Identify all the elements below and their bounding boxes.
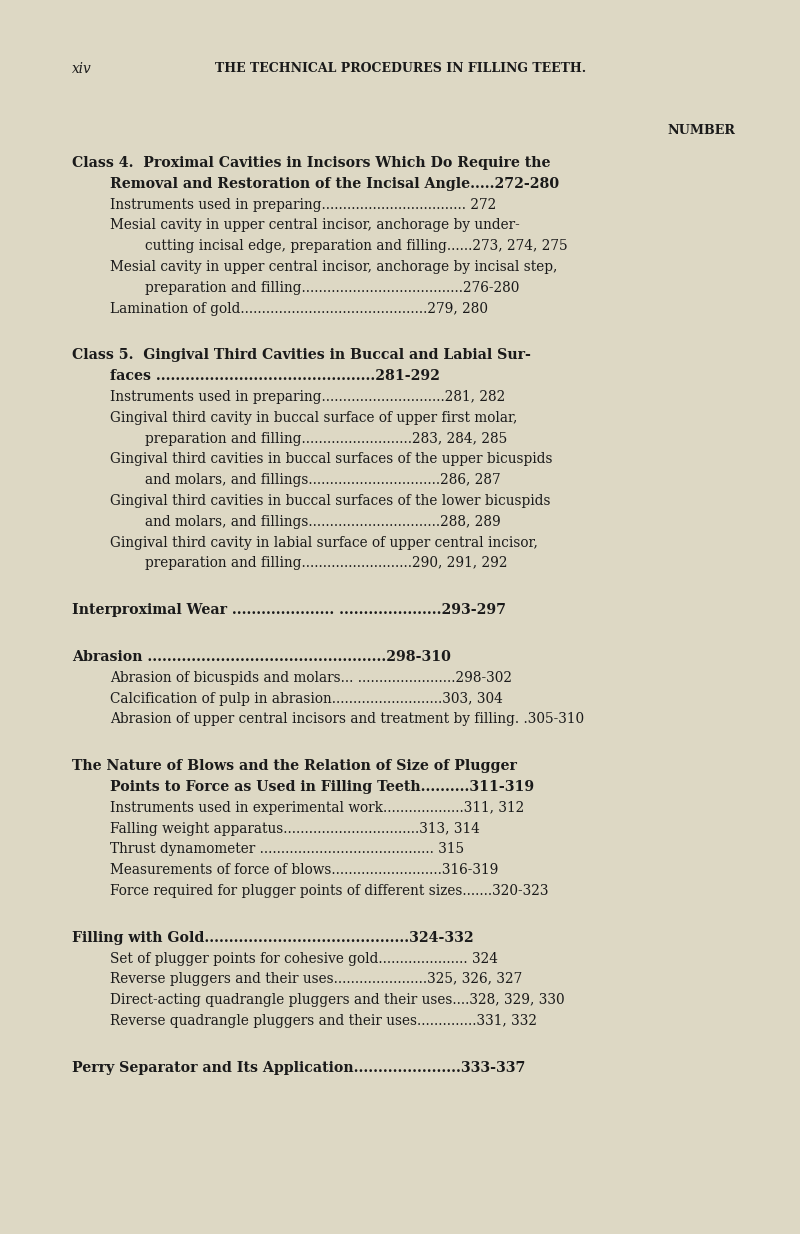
Text: Calcification of pulp in abrasion..........................303, 304: Calcification of pulp in abrasion.......… [110,691,503,706]
Text: Points to Force as Used in Filling Teeth..........311-319: Points to Force as Used in Filling Teeth… [110,780,534,793]
Text: Abrasion .................................................298-310: Abrasion ...............................… [72,650,451,664]
Text: preparation and filling..........................283, 284, 285: preparation and filling.................… [145,432,507,445]
Text: Class 4.  Proximal Cavities in Incisors Which Do Require the: Class 4. Proximal Cavities in Incisors W… [72,155,550,170]
Text: xiv: xiv [72,62,92,77]
Text: Gingival third cavities in buccal surfaces of the lower bicuspids: Gingival third cavities in buccal surfac… [110,494,550,508]
Text: Mesial cavity in upper central incisor, anchorage by incisal step,: Mesial cavity in upper central incisor, … [110,260,558,274]
Text: Lamination of gold............................................279, 280: Lamination of gold......................… [110,301,488,316]
Text: Abrasion of bicuspids and molars... .......................298-302: Abrasion of bicuspids and molars... ....… [110,671,512,685]
Text: Abrasion of upper central incisors and treatment by filling. .305-310: Abrasion of upper central incisors and t… [110,712,584,727]
Text: Instruments used in preparing.............................281, 282: Instruments used in preparing...........… [110,390,506,404]
Text: Direct-acting quadrangle pluggers and their uses....328, 329, 330: Direct-acting quadrangle pluggers and th… [110,993,565,1007]
Text: Gingival third cavity in buccal surface of upper first molar,: Gingival third cavity in buccal surface … [110,411,518,424]
Text: THE TECHNICAL PROCEDURES IN FILLING TEETH.: THE TECHNICAL PROCEDURES IN FILLING TEET… [215,62,586,75]
Text: Falling weight apparatus................................313, 314: Falling weight apparatus................… [110,822,480,835]
Text: Reverse quadrangle pluggers and their uses..............331, 332: Reverse quadrangle pluggers and their us… [110,1014,537,1028]
Text: Force required for plugger points of different sizes.......320-323: Force required for plugger points of dif… [110,884,549,898]
Text: preparation and filling......................................276-280: preparation and filling.................… [145,281,519,295]
Text: Instruments used in experimental work...................311, 312: Instruments used in experimental work...… [110,801,524,814]
Text: Measurements of force of blows..........................316-319: Measurements of force of blows..........… [110,864,498,877]
Text: Mesial cavity in upper central incisor, anchorage by under-: Mesial cavity in upper central incisor, … [110,218,520,232]
Text: Class 5.  Gingival Third Cavities in Buccal and Labial Sur-: Class 5. Gingival Third Cavities in Bucc… [72,348,531,363]
Text: faces .............................................281-292: faces ..................................… [110,369,440,384]
Text: Instruments used in preparing.................................. 272: Instruments used in preparing...........… [110,197,496,211]
Text: and molars, and fillings...............................288, 289: and molars, and fillings................… [145,515,501,529]
Text: Perry Separator and Its Application......................333-337: Perry Separator and Its Application.....… [72,1061,526,1075]
Text: Interproximal Wear ..................... .....................293-297: Interproximal Wear .....................… [72,603,506,617]
Text: Filling with Gold..........................................324-332: Filling with Gold.......................… [72,930,474,945]
Text: and molars, and fillings...............................286, 287: and molars, and fillings................… [145,473,501,487]
Text: Removal and Restoration of the Incisal Angle.....272-280: Removal and Restoration of the Incisal A… [110,176,559,191]
Text: preparation and filling..........................290, 291, 292: preparation and filling.................… [145,557,507,570]
Text: Set of plugger points for cohesive gold..................... 324: Set of plugger points for cohesive gold.… [110,951,498,965]
Text: The Nature of Blows and the Relation of Size of Plugger: The Nature of Blows and the Relation of … [72,759,517,774]
Text: Reverse pluggers and their uses......................325, 326, 327: Reverse pluggers and their uses.........… [110,972,522,986]
Text: Gingival third cavities in buccal surfaces of the upper bicuspids: Gingival third cavities in buccal surfac… [110,453,553,466]
Text: Thrust dynamometer ......................................... 315: Thrust dynamometer .....................… [110,843,464,856]
Text: cutting incisal edge, preparation and filling......273, 274, 275: cutting incisal edge, preparation and fi… [145,239,568,253]
Text: Gingival third cavity in labial surface of upper central incisor,: Gingival third cavity in labial surface … [110,536,538,549]
Text: NUMBER: NUMBER [667,123,735,137]
